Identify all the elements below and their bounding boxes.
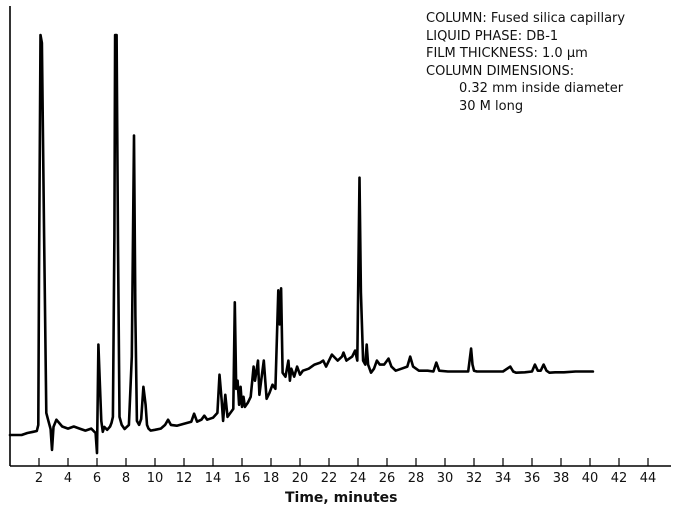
length-spec: 30 M long: [459, 98, 524, 114]
x-tick-label: 36: [524, 471, 541, 486]
film-thickness-spec: FILM THICKNESS: 1.0 μm: [426, 46, 588, 61]
x-tick-label: 4: [64, 471, 72, 486]
diameter-spec: 0.32 mm inside diameter: [459, 81, 624, 96]
chromatogram-trace: [8, 33, 595, 455]
column-spec: COLUMN: Fused silica capillary: [426, 11, 626, 26]
x-tick-label: 42: [611, 471, 628, 486]
x-tick-label: 22: [321, 471, 338, 486]
x-tick-label: 14: [205, 471, 222, 486]
x-tick-label: 8: [122, 471, 130, 486]
x-tick-label: 10: [147, 471, 164, 486]
x-tick-label: 24: [350, 471, 367, 486]
x-tick-label: 32: [466, 471, 483, 486]
x-tick-label: 6: [93, 471, 101, 486]
x-tick-label: 2: [35, 471, 43, 486]
x-tick-label: 34: [495, 471, 512, 486]
x-tick-label: 30: [437, 471, 454, 486]
x-tick-label: 16: [234, 471, 251, 486]
x-tick-label: 18: [263, 471, 280, 486]
x-tick-label: 12: [176, 471, 193, 486]
liquid-phase-spec: LIQUID PHASE: DB-1: [426, 28, 559, 44]
x-tick-label: 38: [553, 471, 570, 486]
column-dimensions-header: COLUMN DIMENSIONS:: [426, 63, 575, 79]
x-tick-label: 20: [292, 471, 309, 486]
column-specs-annotation: COLUMN: Fused silica capillary LIQUID PH…: [426, 10, 625, 115]
x-tick-label: 44: [640, 471, 657, 486]
x-tick-label: 26: [379, 471, 396, 486]
x-axis-title: Time, minutes: [285, 490, 398, 506]
x-tick-label: 28: [408, 471, 425, 486]
x-tick-label: 40: [582, 471, 599, 486]
x-axis-ticks: 2 4 6 8 10 12 14 16 18 20 22 24 26 28 30 32 34 36 38 40 42 44: [35, 458, 656, 486]
